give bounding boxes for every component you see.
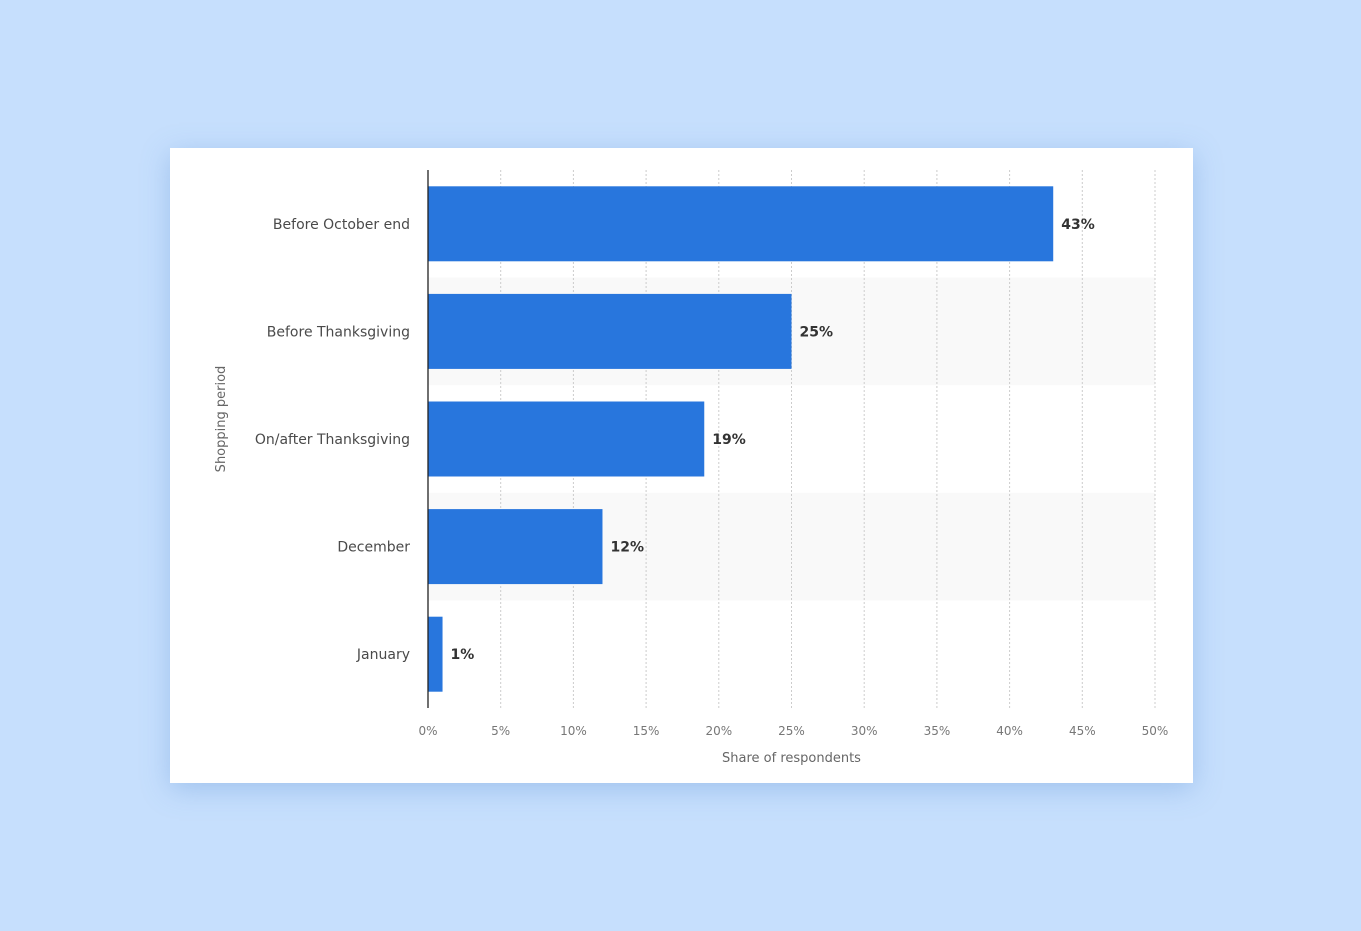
- x-tick-label: 0%: [418, 724, 437, 738]
- x-tick-label: 10%: [560, 724, 587, 738]
- data-label: 43%: [1061, 217, 1095, 233]
- data-label: 25%: [800, 324, 834, 340]
- category-label: Before October end: [273, 217, 410, 233]
- data-labels: 43% 25% 19% 12% 1%: [451, 217, 1095, 663]
- bar-chart: 43%25%19%12%1% Before October endBefore …: [214, 170, 1168, 766]
- category-label: December: [337, 540, 410, 556]
- x-tick-label: 5%: [491, 724, 510, 738]
- bar: [428, 186, 1054, 262]
- x-tick-label: 35%: [924, 724, 951, 738]
- category-label: Before Thanksgiving: [267, 324, 410, 340]
- chart-card: 43% 25% 19% 12% 1% Before October end Before …: [170, 148, 1193, 783]
- x-tick-label: 45%: [1069, 724, 1096, 738]
- x-tick-label: 20%: [705, 724, 732, 738]
- x-tick-labels: 0% 5% 10% 15% 20% 25% 30% 35% 40% 45% 50%: [418, 724, 1168, 738]
- bar: [428, 293, 792, 369]
- bar: [428, 509, 603, 585]
- category-labels: Before October end Before Thanksgiving On/…: [255, 217, 410, 663]
- category-label: On/after Thanksgiving: [255, 432, 410, 448]
- x-tick-label: 30%: [851, 724, 878, 738]
- bar: [428, 616, 443, 692]
- x-tick-label: 50%: [1142, 724, 1169, 738]
- category-label: January: [356, 647, 410, 663]
- bar: [428, 401, 705, 477]
- data-label: 1%: [451, 647, 475, 663]
- x-axis-title: Share of respondents: [722, 751, 861, 766]
- x-tick-label: 15%: [633, 724, 660, 738]
- bars: [428, 186, 1054, 692]
- data-label: 19%: [712, 432, 746, 448]
- x-tick-label: 25%: [778, 724, 805, 738]
- x-tick-label: 40%: [996, 724, 1023, 738]
- data-label: 12%: [610, 540, 644, 556]
- y-axis-title: Shopping period: [214, 366, 229, 473]
